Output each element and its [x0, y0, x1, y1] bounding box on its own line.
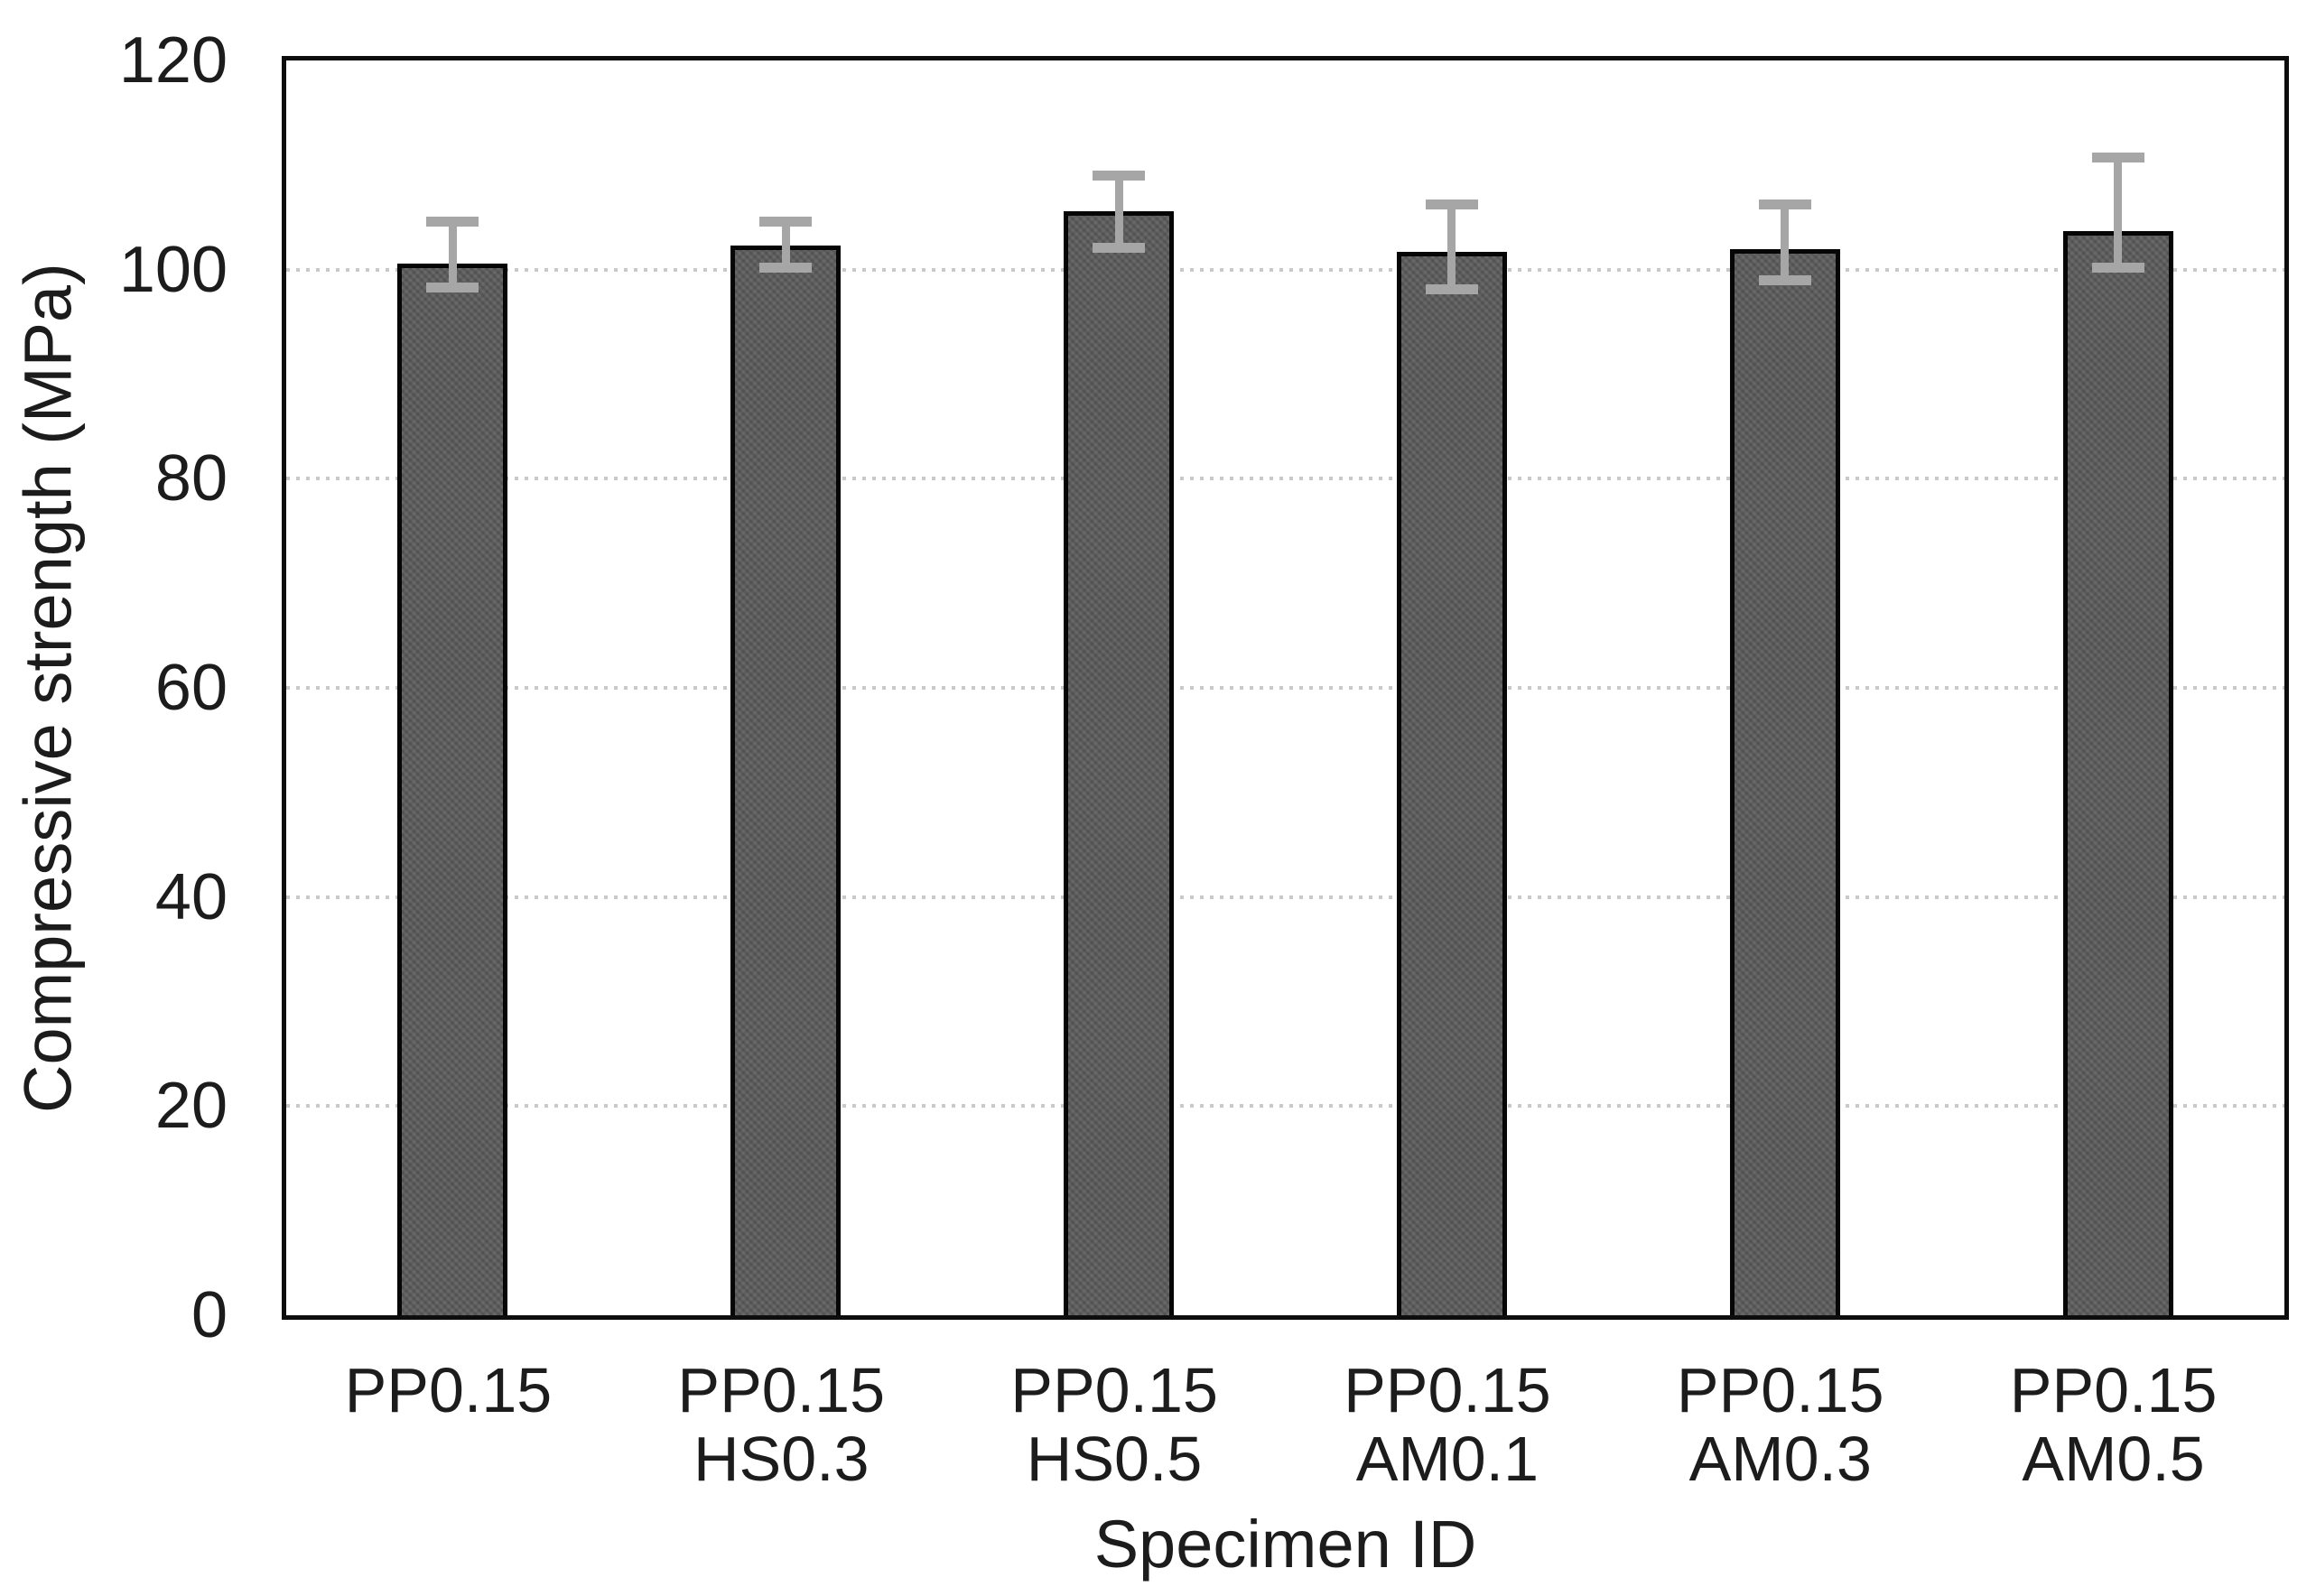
error-bar-cap-upper-4 — [1425, 200, 1478, 210]
y-tick-label-80: 80 — [154, 442, 228, 515]
y-tick-label-0: 0 — [191, 1279, 228, 1351]
error-bar-cap-upper-3 — [1093, 170, 1146, 181]
error-bar-cap-upper-5 — [1758, 200, 1811, 210]
error-bar-cap-lower-5 — [1758, 274, 1811, 285]
error-bar-cap-upper-6 — [2091, 153, 2144, 163]
gridline-80 — [286, 477, 2284, 481]
error-bar-cap-lower-6 — [2091, 262, 2144, 273]
plot-area — [282, 56, 2289, 1320]
error-bar-cap-upper-1 — [426, 216, 479, 227]
plot-inner — [286, 60, 2284, 1315]
y-tick-label-100: 100 — [118, 233, 228, 306]
error-bar-cap-lower-2 — [759, 262, 813, 273]
x-category-label-3: PP0.15 HS0.5 — [1010, 1355, 1218, 1494]
y-tick-label-20: 20 — [154, 1070, 228, 1143]
error-bar-cap-upper-2 — [759, 216, 813, 227]
y-tick-label-120: 120 — [118, 24, 228, 97]
bar-1 — [397, 263, 508, 1315]
bar-5 — [1729, 248, 1840, 1315]
bar-6 — [2062, 230, 2173, 1315]
gridline-60 — [286, 686, 2284, 690]
error-bar-whisker-2 — [781, 221, 790, 268]
bar-3 — [1064, 210, 1175, 1315]
x-category-label-4: PP0.15 AM0.1 — [1344, 1355, 1551, 1494]
gridline-100 — [286, 267, 2284, 272]
x-category-label-6: PP0.15 AM0.5 — [2009, 1355, 2218, 1494]
x-category-label-2: PP0.15 HS0.3 — [677, 1355, 886, 1494]
y-axis-tick-labels: 0 20 40 60 80 100 120 — [0, 28, 228, 1348]
x-axis-category-labels: PP0.15 PP0.15 HS0.3 PP0.15 HS0.5 PP0.15 AM0… — [282, 1356, 2289, 1500]
x-axis-title: Specimen ID — [1093, 1507, 1477, 1582]
gridline-20 — [286, 1104, 2284, 1109]
error-bar-whisker-3 — [1114, 175, 1123, 248]
error-bar-cap-lower-3 — [1093, 242, 1146, 253]
x-category-label-1: PP0.15 — [344, 1355, 553, 1425]
gridline-40 — [286, 895, 2284, 899]
y-tick-label-40: 40 — [154, 860, 228, 933]
error-bar-whisker-1 — [448, 221, 457, 288]
bar-4 — [1396, 251, 1507, 1315]
y-tick-label-60: 60 — [154, 652, 228, 724]
error-bar-whisker-5 — [1781, 204, 1790, 281]
error-bar-cap-lower-4 — [1425, 284, 1478, 295]
bar-2 — [730, 246, 842, 1315]
error-bar-whisker-6 — [2114, 157, 2123, 268]
x-category-label-5: PP0.15 AM0.3 — [1676, 1355, 1884, 1494]
error-bar-cap-lower-1 — [426, 282, 479, 292]
error-bar-whisker-4 — [1447, 204, 1456, 290]
